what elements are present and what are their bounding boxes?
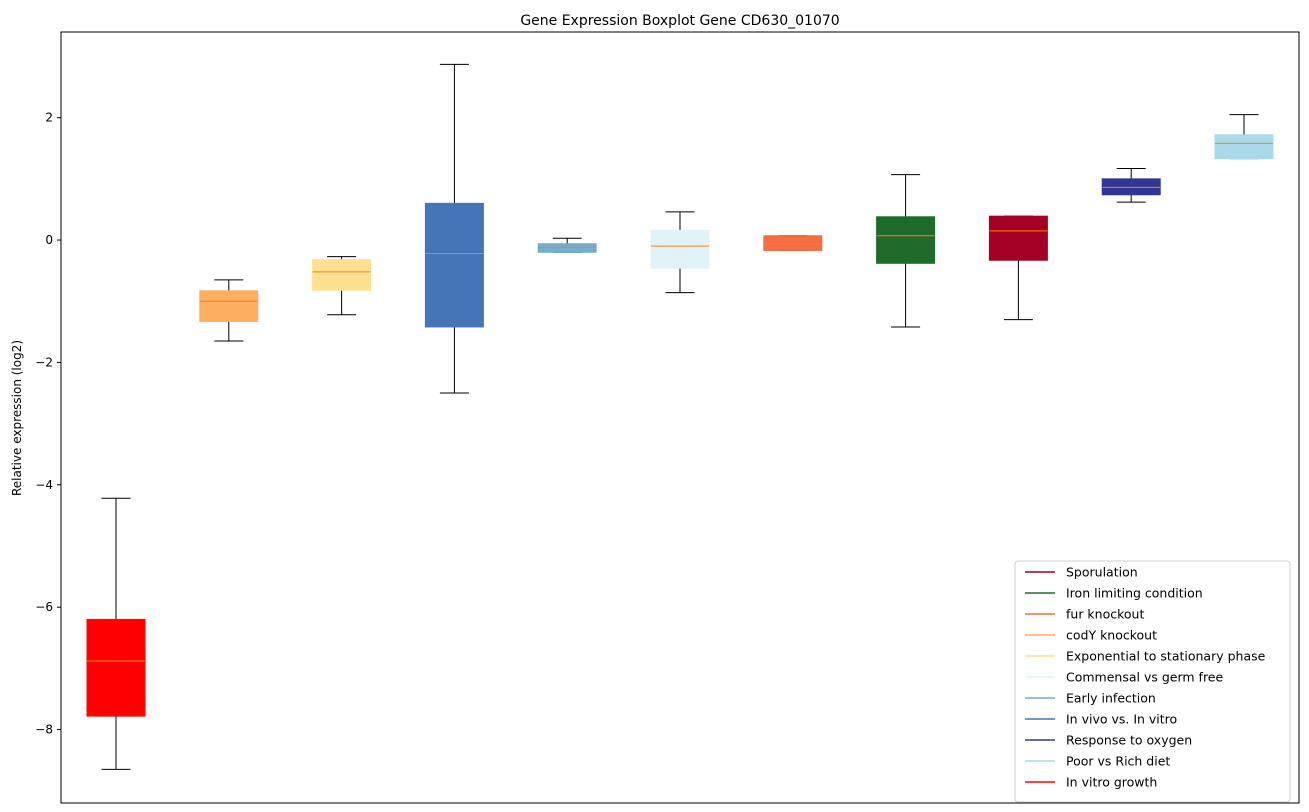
box-cody-knockout [199,279,259,342]
legend-item: Iron limiting condition [1025,586,1203,601]
box-fur-knockout [763,235,823,251]
iqr-box [199,290,259,322]
legend-label: Sporulation [1066,565,1138,580]
iqr-box [1101,178,1161,196]
legend-item: Early infection [1025,691,1156,706]
y-axis-label: Relative expression (log2) [10,340,24,496]
iqr-box [763,235,823,251]
legend-label: Exponential to stationary phase [1066,649,1266,664]
box-early-infection [537,237,597,253]
box-sporulation [988,215,1048,321]
y-tick-label: 2 [45,111,53,125]
legend-label: Poor vs Rich diet [1066,754,1170,769]
box-poor-vs-rich-diet [1214,114,1274,160]
legend-item: In vivo vs. In vitro [1025,712,1177,727]
iqr-box [876,216,936,264]
iqr-box [312,259,372,291]
legend-label: Early infection [1066,691,1156,706]
legend-label: Iron limiting condition [1066,586,1203,601]
iqr-box [1214,134,1274,160]
iqr-box [988,215,1048,261]
box-response-to-oxygen [1101,167,1161,203]
iqr-box [86,618,146,717]
y-tick-label: 0 [45,233,53,247]
legend-item: Sporulation [1025,565,1138,580]
legend-label: fur knockout [1066,607,1144,622]
y-tick-label: −4 [35,478,53,492]
legend-item: Response to oxygen [1025,733,1192,748]
legend-item: Exponential to stationary phase [1025,649,1266,664]
iqr-box [537,243,597,253]
legend: Sporulation Iron limiting condition fur kn… [1014,560,1291,803]
legend-item: In vitro growth [1025,775,1157,790]
legend-label: Commensal vs germ free [1066,670,1223,685]
legend-label: codY knockout [1066,628,1157,643]
plot-frame [60,31,1300,804]
chart-title: Gene Expression Boxplot Gene CD630_01070 [520,13,839,29]
boxes [86,63,1274,770]
y-tick-label: −2 [35,355,53,369]
box-in-vitro-growth [86,497,146,770]
box-exponential-to-stationary-phase [312,256,372,316]
legend-label: In vivo vs. In vitro [1066,712,1177,727]
y-axis-ticks: 2 0 −2 −4 −6 −8 [35,111,61,737]
iqr-box [424,202,484,328]
legend-item: Poor vs Rich diet [1025,754,1170,769]
box-commensal-vs-germ-free [650,211,710,294]
legend-item: fur knockout [1025,607,1144,622]
legend-label: In vitro growth [1066,775,1157,790]
legend-label: Response to oxygen [1066,733,1192,748]
y-tick-label: −6 [35,600,53,614]
legend-item: codY knockout [1025,628,1157,643]
box-iron-limiting-condition [876,174,936,328]
legend-frame [1014,560,1291,803]
box-in-vivo-vs-in-vitro [424,63,484,394]
y-tick-label: −8 [35,723,53,737]
legend-item: Commensal vs germ free [1025,670,1223,685]
iqr-box [650,229,710,269]
